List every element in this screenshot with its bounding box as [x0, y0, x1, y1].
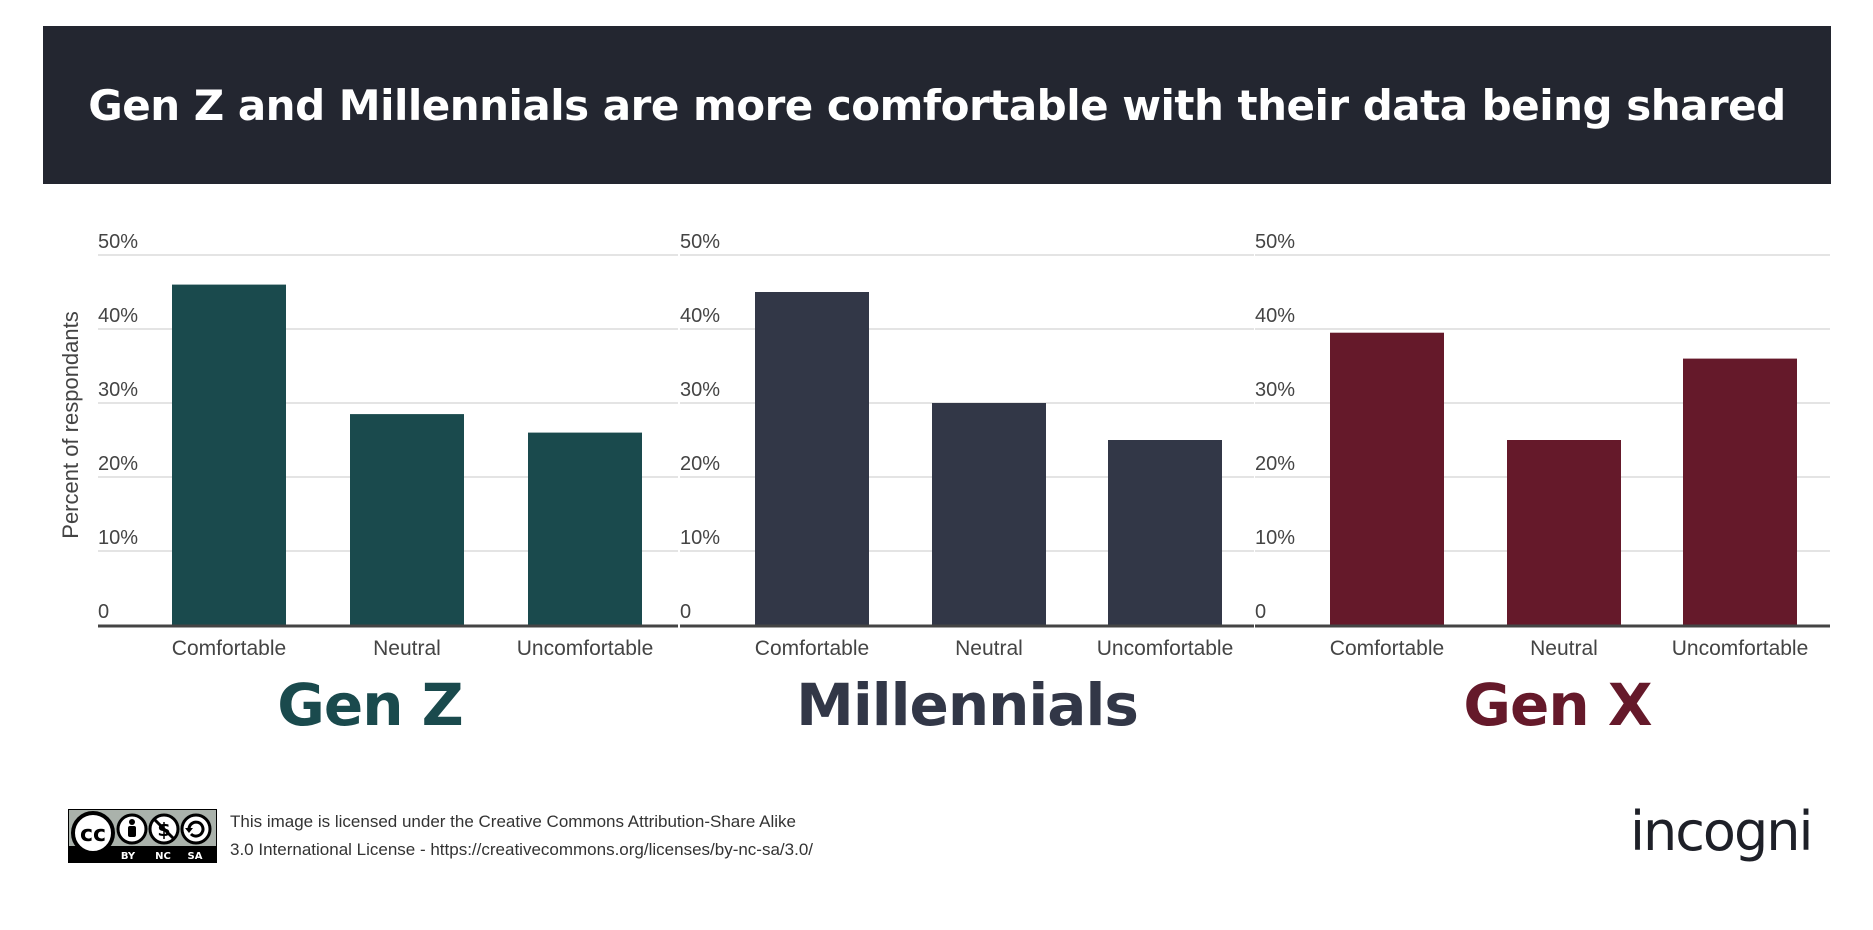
nc-label: NC	[155, 851, 171, 862]
title-banner: Gen Z and Millennials are more comfortab…	[43, 26, 1831, 184]
gen-x-bar-neutral[interactable]	[1507, 440, 1621, 625]
gen-z-x-tick-label: Neutral	[373, 637, 441, 660]
gen-x-bar-comfortable[interactable]	[1330, 332, 1444, 625]
millennials-x-tick-label: Uncomfortable	[1097, 637, 1234, 660]
gen-z-y-tick-label: 40%	[98, 305, 138, 327]
gen-x-x-tick-label: Uncomfortable	[1672, 637, 1809, 660]
page-title: Gen Z and Millennials are more comfortab…	[88, 80, 1786, 130]
gen-x-y-tick-label: 10%	[1255, 527, 1295, 549]
cc-license-badge[interactable]: cc $ BY NC SA	[68, 809, 217, 863]
sa-share-icon	[180, 813, 212, 845]
license-line-1: This image is licensed under the Creativ…	[230, 812, 796, 831]
millennials-y-tick-label: 40%	[680, 305, 720, 327]
millennials-y-tick-label: 0	[680, 601, 691, 623]
gen-x-y-tick-label: 40%	[1255, 305, 1295, 327]
millennials-y-tick-label: 30%	[680, 379, 720, 401]
millennials-y-tick-label: 20%	[680, 453, 720, 475]
millennials-x-tick-label: Comfortable	[755, 637, 869, 660]
millennials-y-tick-label: 10%	[680, 527, 720, 549]
license-line-2[interactable]: 3.0 International License - https://crea…	[230, 840, 814, 859]
gen-x-y-tick-label: 30%	[1255, 379, 1295, 401]
gen-z-bar-uncomfortable[interactable]	[528, 432, 642, 625]
gen-z-y-tick-label: 10%	[98, 527, 138, 549]
gen-z-y-tick-label: 0	[98, 601, 109, 623]
gen-z-y-tick-label: 20%	[98, 453, 138, 475]
license-text: This image is licensed under the Creativ…	[230, 808, 813, 864]
cc-icon	[71, 811, 115, 855]
by-label: BY	[121, 851, 136, 862]
gen-x-x-tick-label: Comfortable	[1330, 637, 1444, 660]
gen-x-panel-title: Gen X	[1463, 671, 1651, 739]
gen-x-x-tick-label: Neutral	[1530, 637, 1598, 660]
gen-z-x-tick-label: Uncomfortable	[517, 637, 654, 660]
gen-x-y-tick-label: 0	[1255, 601, 1266, 623]
gen-z-x-tick-label: Comfortable	[172, 637, 286, 660]
millennials-panel-title: Millennials	[796, 671, 1138, 739]
license-block: cc $ BY NC SA This image is licensed und…	[68, 808, 813, 864]
millennials-bar-comfortable[interactable]	[755, 292, 869, 625]
millennials-y-tick-label: 50%	[680, 231, 720, 253]
gen-x-bar-uncomfortable[interactable]	[1683, 358, 1797, 625]
millennials-bar-uncomfortable[interactable]	[1108, 440, 1222, 625]
millennials-x-tick-label: Neutral	[955, 637, 1023, 660]
millennials-bar-neutral[interactable]	[932, 403, 1046, 625]
y-axis-label: Percent of respondants	[58, 311, 83, 538]
gen-z-y-tick-label: 50%	[98, 231, 138, 253]
gen-x-y-tick-label: 20%	[1255, 453, 1295, 475]
cc-label: cc	[80, 822, 106, 847]
gen-z-panel-title: Gen Z	[277, 671, 462, 739]
gen-z-bar-comfortable[interactable]	[172, 284, 286, 625]
gen-z-bar-neutral[interactable]	[350, 414, 464, 625]
charts-area: 0 10% 20% 30% 40% 50% Comfortable Neutral Uncomf…	[58, 231, 1830, 739]
gen-z-y-tick-label: 30%	[98, 379, 138, 401]
gen-x-y-tick-label: 50%	[1255, 231, 1295, 253]
sa-label: SA	[188, 851, 203, 862]
incogni-logo[interactable]: incogni	[1630, 800, 1813, 863]
